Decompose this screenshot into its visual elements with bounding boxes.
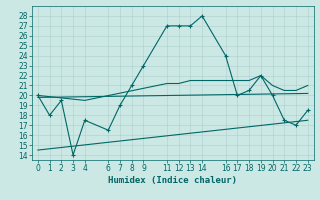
X-axis label: Humidex (Indice chaleur): Humidex (Indice chaleur) — [108, 176, 237, 185]
